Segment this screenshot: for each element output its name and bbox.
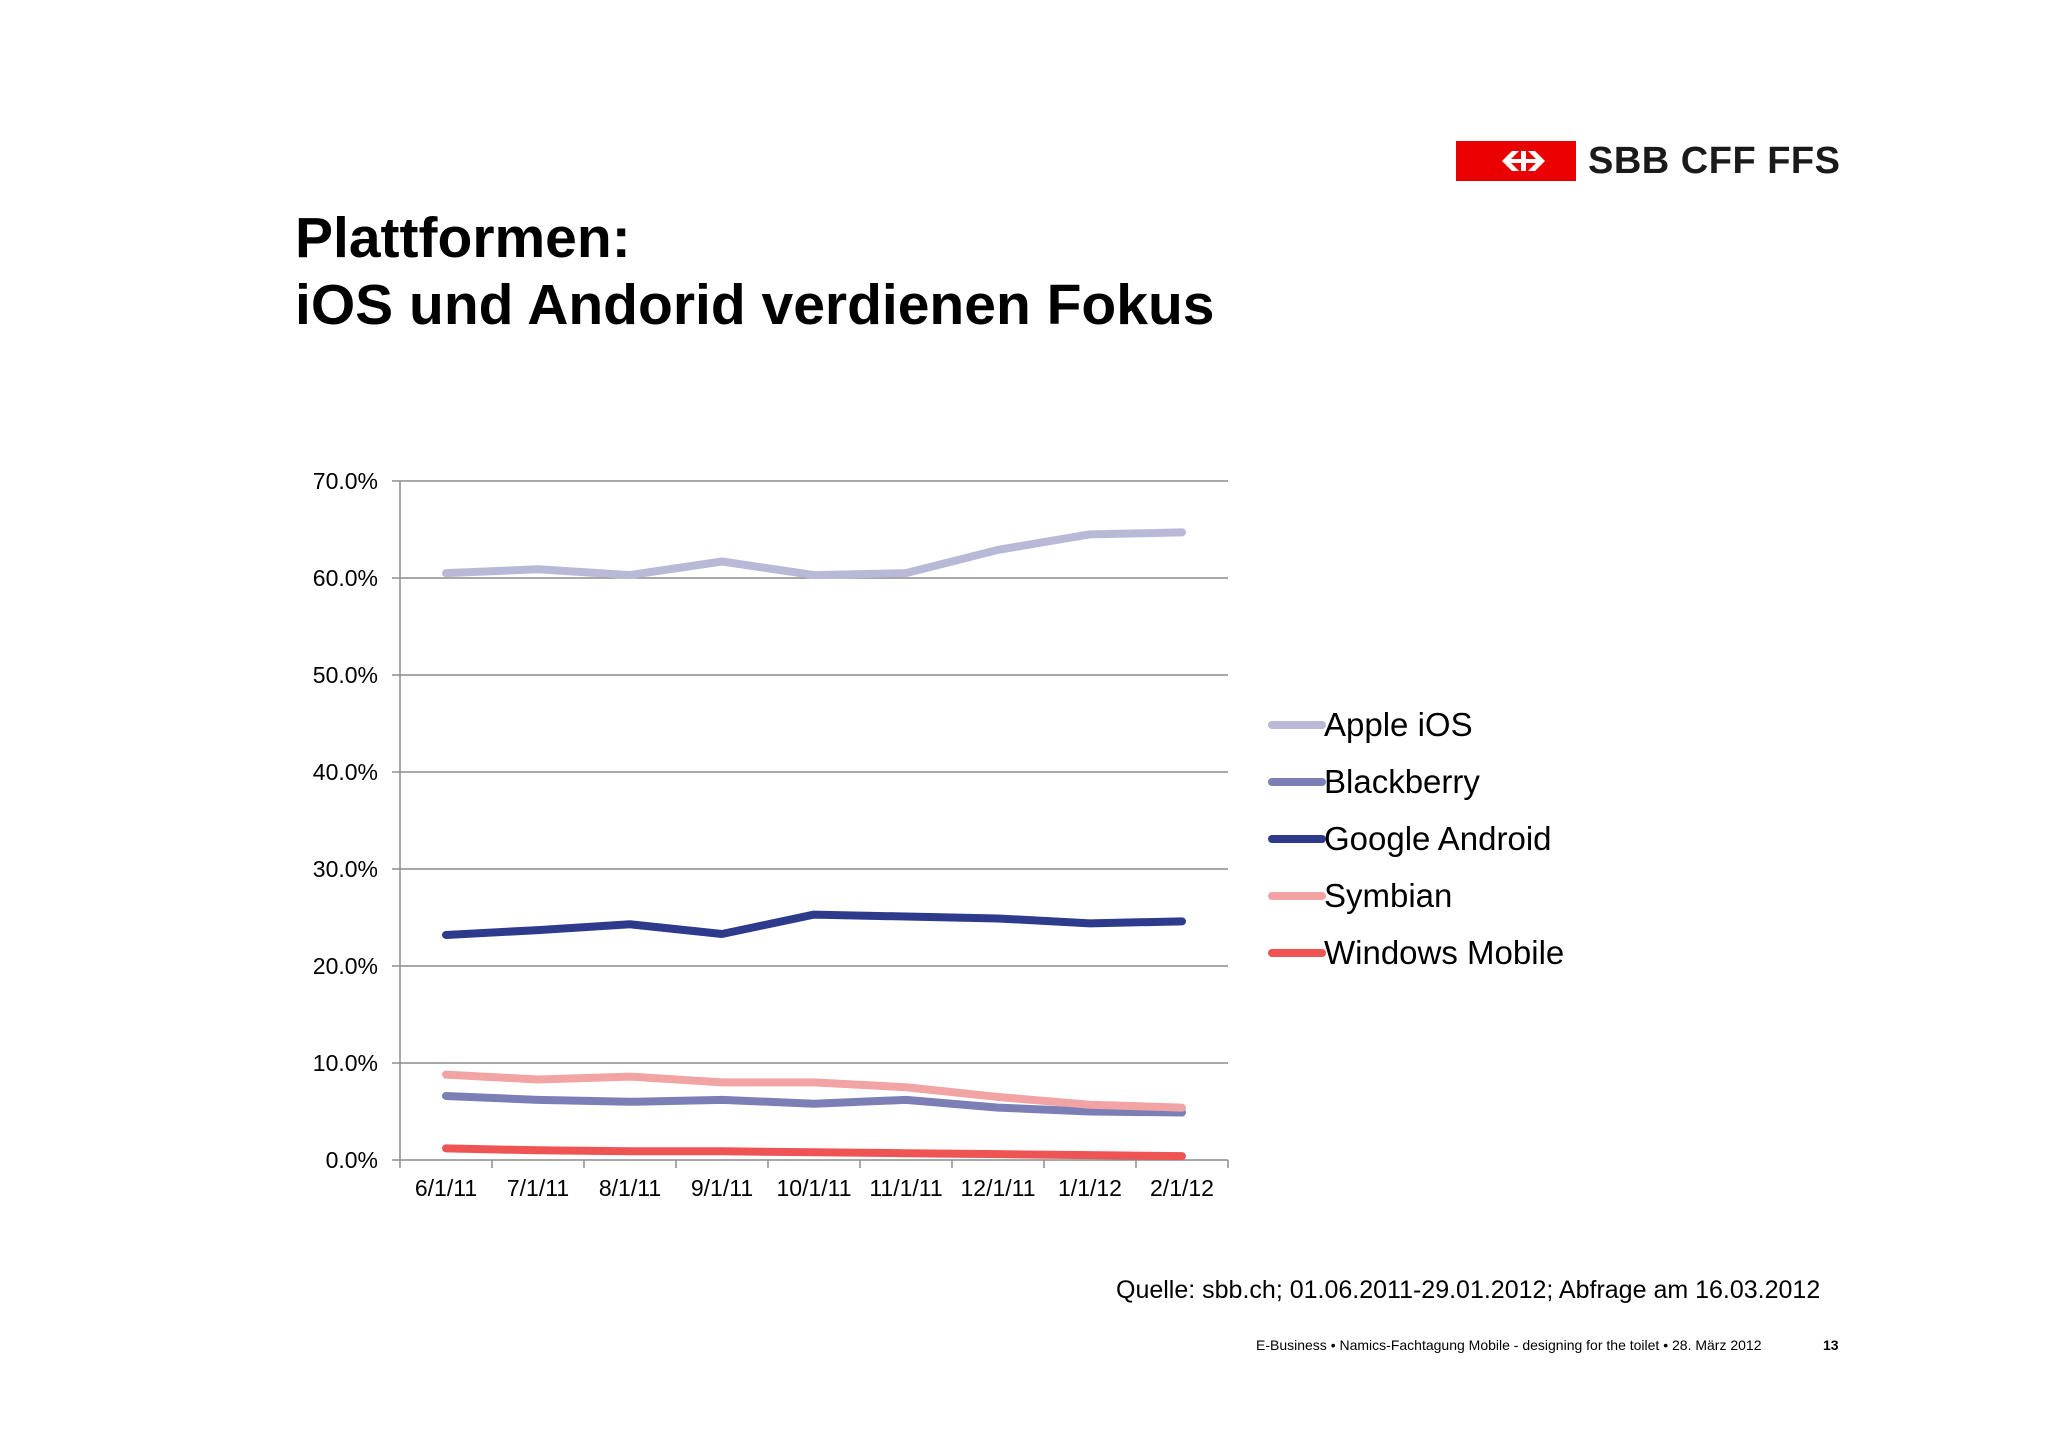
sbb-logo: SBB CFF FFS — [1456, 141, 1840, 181]
source-note: Quelle: sbb.ch; 01.06.2011-29.01.2012; A… — [1116, 1276, 1821, 1304]
footer-text: E-Business • Namics-Fachtagung Mobile - … — [1256, 1337, 1762, 1353]
x-tick-label: 8/1/11 — [599, 1175, 661, 1201]
x-tick-label: 6/1/11 — [415, 1175, 477, 1201]
series-line-google-android — [442, 910, 1186, 939]
title-line-2: iOS und Andorid verdienen Fokus — [295, 273, 1215, 337]
series-line-apple-ios — [442, 528, 1186, 580]
series-line-windows-mobile — [442, 1144, 1186, 1161]
x-tick-label: 11/1/11 — [869, 1175, 942, 1201]
y-tick-label: 30.0% — [313, 856, 378, 882]
x-tick-label: 9/1/11 — [691, 1175, 753, 1201]
page-number: 13 — [1823, 1337, 1839, 1353]
y-tick-label: 40.0% — [313, 759, 378, 785]
y-tick-label: 70.0% — [313, 468, 378, 494]
y-tick-label: 0.0% — [326, 1147, 378, 1173]
legend-label-blackberry: Blackberry — [1324, 763, 1480, 800]
x-tick-label: 1/1/12 — [1058, 1175, 1122, 1201]
title-line-1: Plattformen: — [295, 206, 631, 270]
y-tick-label: 60.0% — [313, 565, 378, 591]
x-tick-label: 7/1/11 — [507, 1175, 569, 1201]
x-tick-label: 2/1/12 — [1150, 1175, 1214, 1201]
series-line-blackberry — [442, 1091, 1186, 1117]
logo-text: SBB CFF FFS — [1588, 140, 1841, 182]
legend-label-google-android: Google Android — [1324, 820, 1552, 857]
y-tick-label: 50.0% — [313, 662, 378, 688]
legend-label-symbian: Symbian — [1324, 877, 1452, 914]
legend-label-windows-mobile: Windows Mobile — [1324, 934, 1564, 971]
x-tick-label: 12/1/11 — [960, 1175, 1035, 1201]
series-line-symbian — [442, 1070, 1186, 1112]
page-title: Plattformen: iOS und Andorid verdienen F… — [295, 205, 1214, 339]
legend-label-apple-ios: Apple iOS — [1324, 706, 1473, 743]
y-tick-label: 10.0% — [313, 1050, 378, 1076]
x-tick-label: 10/1/11 — [776, 1175, 851, 1201]
y-tick-label: 20.0% — [313, 953, 378, 979]
swiss-railway-flag-icon — [1456, 141, 1576, 181]
